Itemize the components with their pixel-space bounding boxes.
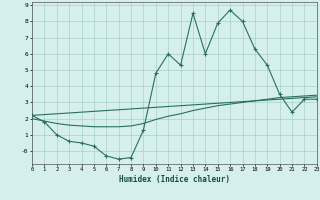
X-axis label: Humidex (Indice chaleur): Humidex (Indice chaleur) xyxy=(119,175,230,184)
